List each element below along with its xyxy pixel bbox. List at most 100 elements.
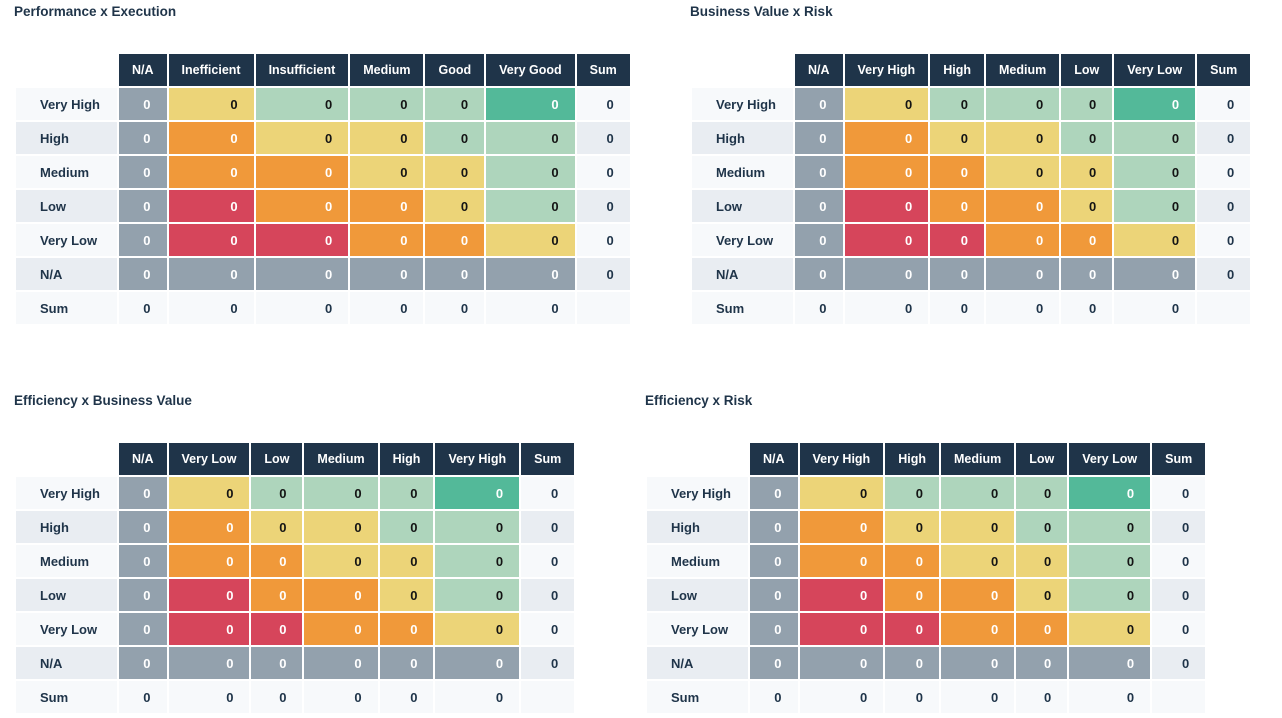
matrix-cell: 0	[795, 122, 843, 154]
matrix-cell: 0	[885, 579, 939, 611]
column-sum-cell: 0	[119, 681, 167, 713]
matrix-cell: 0	[1114, 88, 1196, 120]
row-header: Very High	[16, 477, 117, 509]
matrix-row: Low 0 0 0 0 0 0 0	[16, 190, 630, 222]
matrix-row: Medium 0 0 0 0 0 0 0	[16, 156, 630, 188]
column-header: Medium	[985, 54, 1060, 86]
row-header: N/A	[16, 647, 117, 679]
matrix-cell: 0	[940, 579, 1015, 611]
column-sum-cell: 0	[1016, 681, 1068, 713]
matrix-cell: 0	[119, 477, 167, 509]
column-header: Low	[1016, 443, 1068, 475]
row-sum-cell: 0	[576, 258, 630, 290]
matrix-cell: 0	[750, 477, 798, 509]
matrix-cell: 0	[1114, 190, 1196, 222]
column-sum-cell: 0	[799, 681, 884, 713]
sum-row: Sum 0 0 0 0 0 0	[692, 292, 1251, 324]
matrix-cell: 0	[750, 511, 798, 543]
row-header: Very Low	[692, 224, 793, 256]
column-sum-cell: 0	[119, 292, 167, 324]
matrix-cell: 0	[885, 511, 939, 543]
matrix-cell: 0	[486, 88, 575, 120]
column-header: N/A	[119, 443, 167, 475]
row-sum-cell: 0	[1197, 258, 1251, 290]
matrix-cell: 0	[255, 122, 349, 154]
column-sum-cell: 0	[255, 292, 349, 324]
matrix-cell: 0	[1114, 156, 1196, 188]
column-sum-cell: 0	[844, 292, 929, 324]
matrix-cell: 0	[119, 545, 167, 577]
column-header: Medium	[304, 443, 378, 475]
matrix-cell: 0	[255, 258, 349, 290]
matrix-cell: 0	[750, 579, 798, 611]
matrix-cell: 0	[425, 122, 485, 154]
matrix-cell: 0	[119, 224, 167, 256]
empty-cell	[521, 681, 575, 713]
column-header: Medium	[350, 54, 424, 86]
sum-row-header: Sum	[647, 681, 748, 713]
row-sum-cell: 0	[1152, 511, 1206, 543]
matrix-cell: 0	[251, 477, 303, 509]
column-header: Low	[251, 443, 303, 475]
row-sum-cell: 0	[576, 122, 630, 154]
matrix-cell: 0	[1069, 545, 1151, 577]
sum-column-header: Sum	[1152, 443, 1206, 475]
matrix-title: Business Value x Risk	[690, 4, 833, 19]
matrix-cell: 0	[1061, 224, 1113, 256]
matrix-cell: 0	[350, 88, 424, 120]
row-sum-cell: 0	[521, 477, 575, 509]
matrix-cell: 0	[985, 88, 1060, 120]
row-header: High	[647, 511, 748, 543]
matrix-cell: 0	[119, 190, 167, 222]
matrix-cell: 0	[930, 156, 984, 188]
row-sum-cell: 0	[1152, 545, 1206, 577]
risk-matrix-table: N/A Very High High Medium Low Very Low Sum Very…	[645, 441, 1207, 715]
matrix-cell: 0	[350, 258, 424, 290]
column-header: Inefficient	[168, 54, 254, 86]
matrix-cell: 0	[1069, 613, 1151, 645]
matrix-row: Very Low 0 0 0 0 0 0 0	[692, 224, 1251, 256]
matrix-cell: 0	[251, 613, 303, 645]
row-sum-cell: 0	[1197, 156, 1251, 188]
row-sum-cell: 0	[521, 579, 575, 611]
matrix-table-container: N/A Inefficient Insufficient Medium Good Very…	[14, 52, 632, 326]
matrix-cell: 0	[885, 647, 939, 679]
header-row: N/A Very High High Medium Low Very Low Sum	[692, 54, 1251, 86]
row-header: Very High	[647, 477, 748, 509]
column-header: Very Good	[486, 54, 575, 86]
matrix-cell: 0	[486, 224, 575, 256]
column-header: High	[379, 443, 434, 475]
matrix-cell: 0	[435, 613, 520, 645]
matrix-business-value-risk: Business Value x Risk N/A Very High High Me…	[690, 4, 1252, 326]
matrix-cell: 0	[930, 190, 984, 222]
matrix-cell: 0	[1069, 579, 1151, 611]
sum-row-header: Sum	[16, 681, 117, 713]
matrix-cell: 0	[1061, 156, 1113, 188]
matrix-cell: 0	[379, 511, 434, 543]
column-header: High	[885, 443, 939, 475]
matrix-cell: 0	[844, 156, 929, 188]
column-sum-cell: 0	[1069, 681, 1151, 713]
column-sum-cell: 0	[379, 681, 434, 713]
matrix-cell: 0	[1061, 258, 1113, 290]
matrix-cell: 0	[795, 224, 843, 256]
matrix-cell: 0	[168, 156, 254, 188]
matrix-cell: 0	[795, 258, 843, 290]
row-sum-cell: 0	[576, 224, 630, 256]
matrix-cell: 0	[304, 647, 378, 679]
column-header: High	[930, 54, 984, 86]
column-sum-cell: 0	[1114, 292, 1196, 324]
row-header: Low	[16, 190, 117, 222]
matrix-cell: 0	[1016, 477, 1068, 509]
row-sum-cell: 0	[1197, 224, 1251, 256]
matrix-cell: 0	[168, 190, 254, 222]
matrix-cell: 0	[750, 647, 798, 679]
matrix-cell: 0	[985, 224, 1060, 256]
matrix-cell: 0	[1069, 647, 1151, 679]
sum-column-header: Sum	[521, 443, 575, 475]
matrix-cell: 0	[168, 545, 250, 577]
matrix-cell: 0	[985, 258, 1060, 290]
matrix-cell: 0	[304, 511, 378, 543]
header-row: N/A Inefficient Insufficient Medium Good Very…	[16, 54, 630, 86]
matrix-cell: 0	[930, 88, 984, 120]
